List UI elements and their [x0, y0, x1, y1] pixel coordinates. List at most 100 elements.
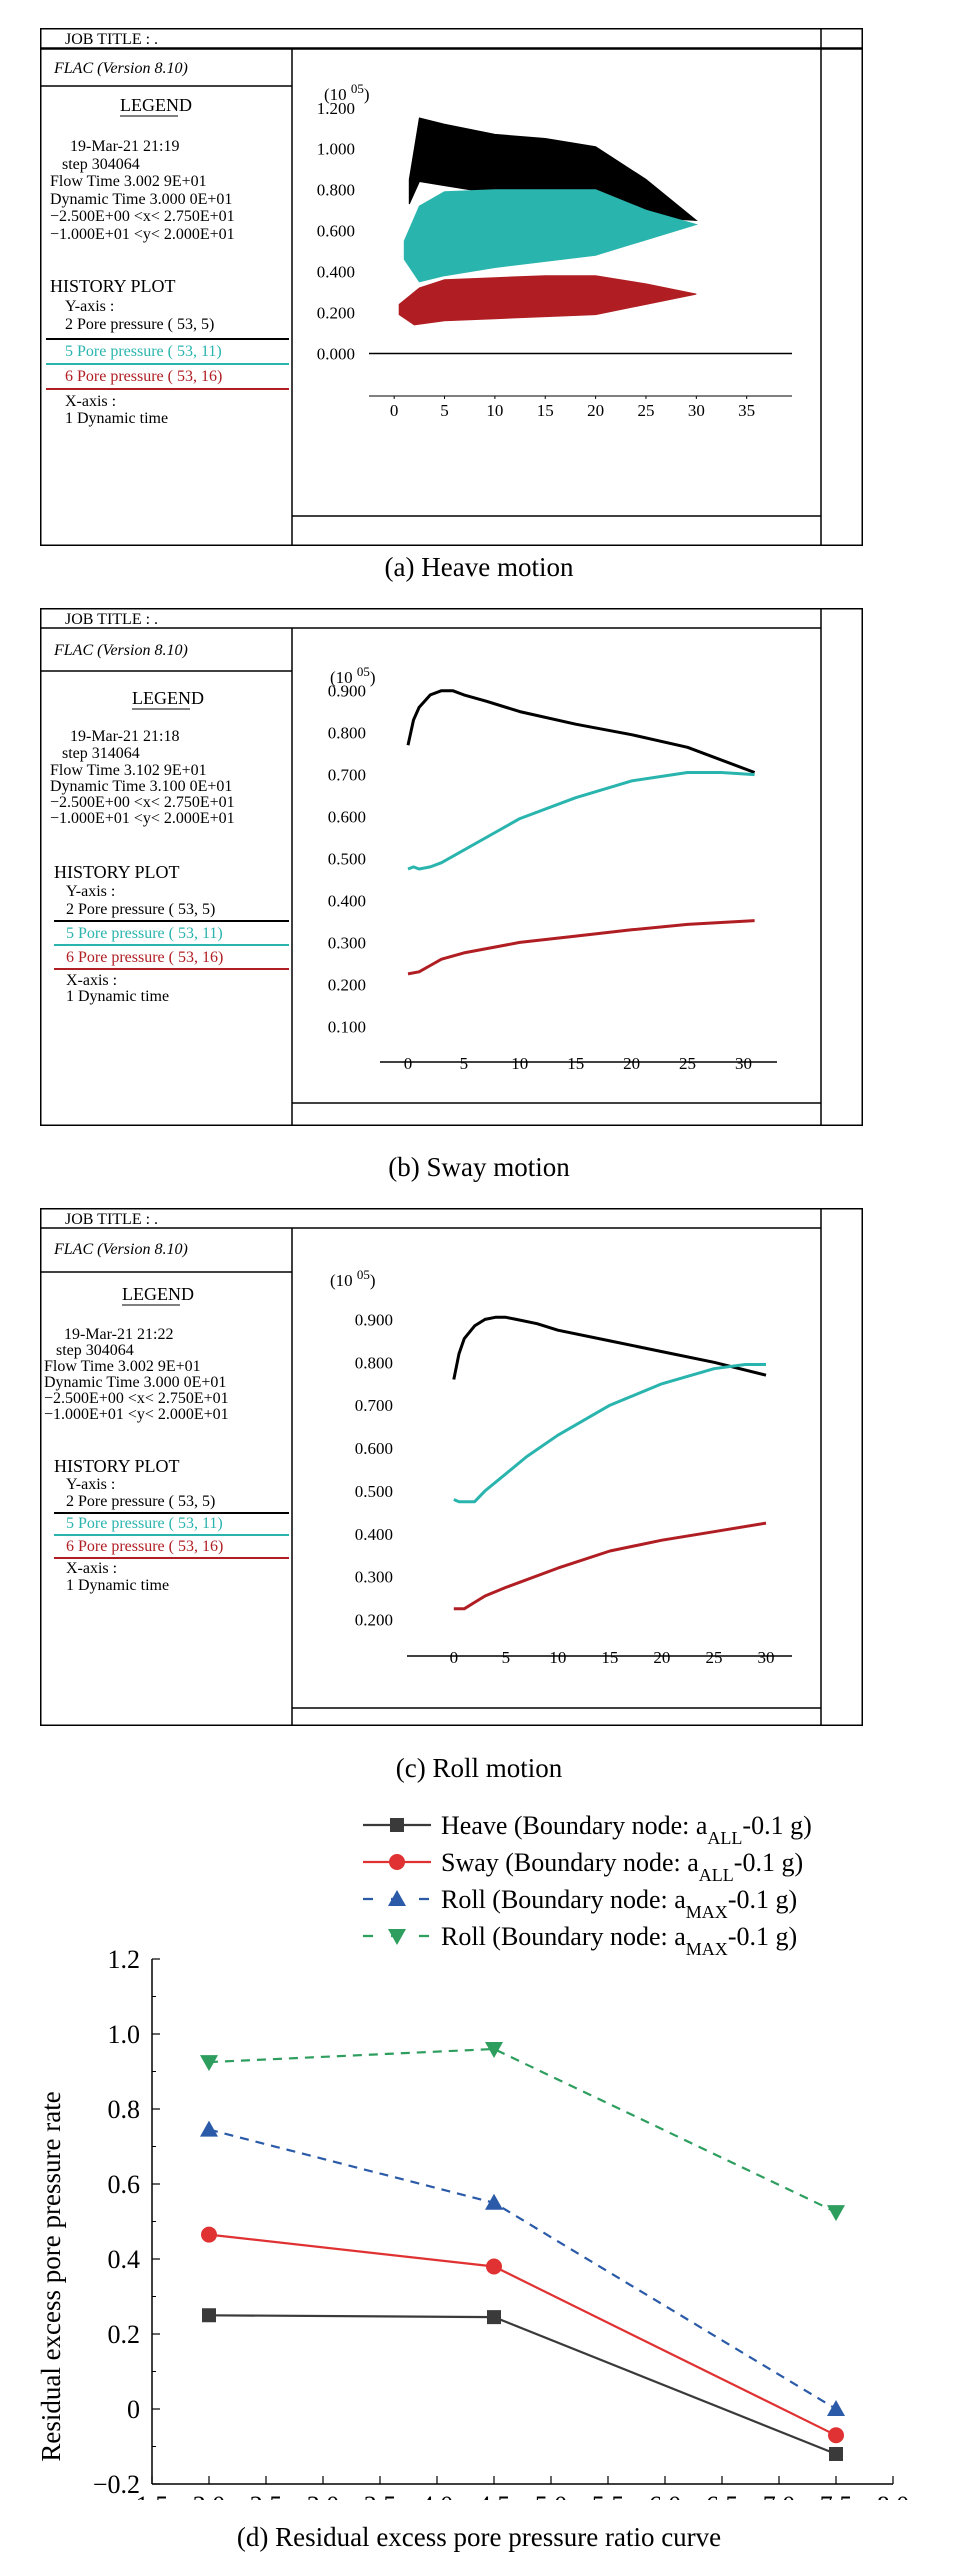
- y-tick-label: 0.800: [317, 181, 355, 200]
- series-line-1: [452, 1315, 767, 1380]
- y-tick-label: 0.400: [317, 263, 355, 282]
- data-point: [202, 2308, 216, 2323]
- series-line-2: [453, 1363, 766, 1504]
- y-tick-label: −0.2: [93, 2470, 140, 2499]
- series-label-3: 6 Pore pressure ( 53, 16): [66, 1538, 223, 1555]
- x-tick-label: 5: [460, 1054, 469, 1073]
- y-tick-label: 0.2: [108, 2320, 141, 2349]
- info-step: step 314064: [62, 745, 140, 762]
- legend-marker: [388, 1890, 406, 1906]
- x-tick-label: 6.5: [706, 2491, 739, 2500]
- info-dynamic-time: Dynamic Time 3.000 0E+01: [50, 191, 232, 208]
- x-tick-label: 7.5: [820, 2491, 853, 2500]
- y-tick-label: 0.4: [108, 2245, 141, 2274]
- x-tick-label: 15: [567, 1054, 584, 1073]
- y-tick-label: 0.200: [328, 975, 366, 994]
- info-step: step 304064: [56, 1342, 134, 1359]
- info-flow-time: Flow Time 3.102 9E+01: [50, 762, 207, 779]
- info-flow-time: Flow Time 3.002 9E+01: [44, 1358, 201, 1375]
- y-tick-label: 0.700: [328, 766, 366, 785]
- legend-label: Roll (Boundary node: aMAX-0.1 g): [441, 1885, 797, 1922]
- x-tick-label: 25: [705, 1648, 722, 1667]
- plot-area: 0 5 10 15 20 25 30 35 0.000 0.200 0.400 0.600 0.800 1…: [317, 99, 792, 420]
- y-tick-label: 1.200: [317, 99, 355, 118]
- x-tick-label: 8.0: [877, 2491, 910, 2500]
- series-label-1: 2 Pore pressure ( 53, 5): [66, 901, 215, 918]
- panel-roll: JOB TITLE : . FLAC (Version 8.10) LEGEND…: [40, 1208, 863, 1726]
- flac-version: FLAC (Version 8.10): [53, 60, 188, 77]
- x-tick-label: 7.0: [763, 2491, 796, 2500]
- x-tick-label: 10: [549, 1648, 566, 1667]
- y-tick-label: 0.100: [328, 1017, 366, 1036]
- x-tick-label: 5.0: [535, 2491, 568, 2500]
- legend-title: LEGEND: [120, 95, 192, 115]
- x-tick-label: 3.5: [364, 2491, 397, 2500]
- series-line-1: [406, 689, 756, 774]
- caption-d: (d) Residual excess pore pressure ratio …: [236, 2522, 722, 2552]
- info-x-range: −2.500E+00 <x< 2.750E+01: [50, 794, 235, 811]
- x-tick-label: 15: [537, 401, 554, 420]
- x-tick-label: 25: [679, 1054, 696, 1073]
- data-point: [485, 2193, 503, 2210]
- x-tick-label: 10: [486, 401, 503, 420]
- info-dynamic-time: Dynamic Time 3.000 0E+01: [44, 1374, 226, 1391]
- info-y-range: −1.000E+01 <y< 2.000E+01: [50, 810, 235, 827]
- legend-marker: [388, 1929, 406, 1945]
- y-tick-label: 1.000: [317, 140, 355, 159]
- x-tick-label: 25: [637, 401, 654, 420]
- x-tick-label: 2.5: [250, 2491, 283, 2500]
- series-line-1: [208, 2314, 837, 2456]
- history-plot-label: HISTORY PLOT: [54, 1456, 180, 1476]
- series-label-2: 5 Pore pressure ( 53, 11): [66, 925, 223, 942]
- y-tick-label: 0.8: [108, 2095, 141, 2124]
- series-label-3: 6 Pore pressure ( 53, 16): [66, 949, 223, 966]
- x-tick-label: 6.0: [649, 2491, 682, 2500]
- job-title: JOB TITLE : .: [65, 31, 158, 48]
- data-point: [486, 2258, 502, 2275]
- y-tick-label: 0.900: [355, 1310, 393, 1329]
- series-band-3: [398, 275, 697, 326]
- y-tick-label: 0.600: [328, 808, 366, 827]
- x-tick-label: 35: [738, 401, 755, 420]
- info-y-range: −1.000E+01 <y< 2.000E+01: [50, 226, 235, 243]
- plot-area: 0 5 10 15 20 25 30 0.100 0.200 0.300 0.400 0.500 0.6…: [328, 682, 777, 1073]
- y-tick-label: 0.500: [355, 1482, 393, 1501]
- y-tick-label: 0.000: [317, 345, 355, 364]
- x-tick-label: 0: [390, 401, 399, 420]
- x-tick-label: 5: [502, 1648, 511, 1667]
- series-label-3: 6 Pore pressure ( 53, 16): [65, 368, 222, 385]
- series-label-1: 2 Pore pressure ( 53, 5): [66, 1493, 215, 1510]
- data-point: [829, 2447, 843, 2461]
- series-line-2: [407, 771, 755, 871]
- caption-a: (a) Heave motion: [384, 552, 574, 582]
- x-axis-series: 1 Dynamic time: [65, 410, 168, 427]
- info-date: 19-Mar-21 21:19: [70, 138, 179, 155]
- y-tick-label: 0.800: [328, 724, 366, 743]
- x-tick-label: 5: [440, 401, 449, 420]
- y-tick-label: 0.6: [108, 2170, 141, 2199]
- series-line-4: [208, 2047, 837, 2214]
- x-tick-label: 20: [587, 401, 604, 420]
- info-x-range: −2.500E+00 <x< 2.750E+01: [50, 208, 235, 225]
- data-point: [485, 2042, 503, 2058]
- flac-version: FLAC (Version 8.10): [53, 642, 188, 659]
- plot-area: 0 5 10 15 20 25 30 0.200 0.300 0.400 0.500 0.600 0.7…: [355, 1310, 792, 1667]
- info-date: 19-Mar-21 21:22: [64, 1326, 173, 1343]
- data-point: [201, 2226, 217, 2243]
- legend-title: LEGEND: [122, 1284, 194, 1304]
- y-tick-label: 1.2: [108, 1945, 141, 1974]
- series-line-2: [208, 2233, 837, 2437]
- y-tick-label: 1.0: [108, 2020, 141, 2049]
- x-tick-label: 30: [735, 1054, 752, 1073]
- y-tick-label: 0.400: [328, 891, 366, 910]
- y-tick-label: 0.300: [355, 1568, 393, 1587]
- data-point: [828, 2427, 844, 2444]
- y-tick-label: 0.500: [328, 850, 366, 869]
- info-dynamic-time: Dynamic Time 3.100 0E+01: [50, 778, 232, 795]
- info-x-range: −2.500E+00 <x< 2.750E+01: [44, 1390, 229, 1407]
- series-line-3: [453, 1521, 767, 1611]
- y-axis-label: Y-axis :: [66, 883, 115, 900]
- y-tick-label: 0.700: [355, 1396, 393, 1415]
- legend-label: Roll (Boundary node: aMAX-0.1 g): [441, 1922, 797, 1959]
- data-point: [200, 2120, 218, 2137]
